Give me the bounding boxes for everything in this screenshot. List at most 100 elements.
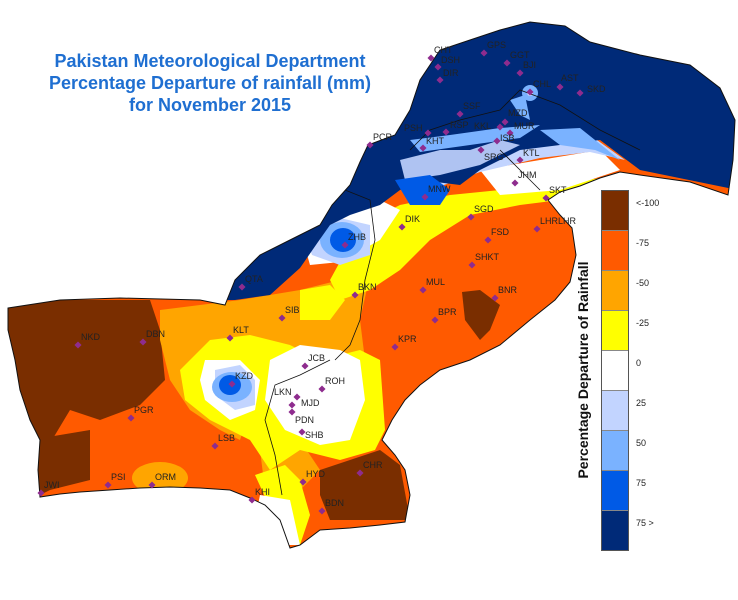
station-marker (398, 223, 406, 231)
station-marker (480, 49, 488, 57)
station-marker (496, 123, 504, 131)
station-marker (493, 137, 501, 145)
station-label: DBN (146, 329, 165, 339)
province-border (264, 189, 376, 496)
legend-swatch (602, 511, 628, 550)
station-marker (542, 194, 550, 202)
station-marker (288, 401, 296, 409)
legend-label: -75 (636, 238, 650, 248)
station-marker (501, 118, 509, 126)
station-label: HYD (306, 469, 326, 479)
station-label: PCR (373, 132, 393, 142)
station-label: CHT (434, 45, 453, 55)
legend-label: -50 (636, 278, 650, 288)
station-marker (238, 283, 246, 291)
station-marker (356, 469, 364, 477)
station-label: KTL (523, 148, 540, 158)
station-label: JWI (44, 480, 60, 490)
station-label: ROH (325, 376, 345, 386)
station-marker (424, 129, 432, 137)
station-marker (104, 481, 112, 489)
station-label: ORM (155, 472, 176, 482)
station-marker (74, 341, 82, 349)
station-label: AST (561, 73, 579, 83)
station-marker (301, 362, 309, 370)
legend-swatch (602, 311, 628, 351)
station-marker (341, 241, 349, 249)
legend-label: 75 > (636, 518, 654, 528)
station-label: SHB (305, 430, 324, 440)
legend-swatch (602, 431, 628, 471)
station-label: SGD (474, 204, 494, 214)
station-label: RSP (450, 120, 469, 130)
station-label: PSI (111, 472, 126, 482)
station-marker (556, 83, 564, 91)
station-label: BNR (498, 285, 518, 295)
station-label: MZD (508, 108, 528, 118)
station-label: ISB (500, 133, 515, 143)
legend-label: 0 (636, 358, 642, 368)
legend-colorbar (601, 190, 629, 551)
station-marker (228, 380, 236, 388)
station-label: MNW (428, 184, 451, 194)
station-label: BPR (438, 307, 457, 317)
legend-swatch (602, 271, 628, 311)
station-label: CHL (533, 79, 551, 89)
station-marker (442, 128, 450, 136)
station-label: MJD (301, 398, 320, 408)
legend-swatch (602, 471, 628, 511)
legend-label: 75 (636, 478, 647, 488)
station-marker (127, 414, 135, 422)
station-label: GPS (487, 40, 506, 50)
station-label: LSB (218, 433, 235, 443)
station-marker (366, 141, 374, 149)
station-label: FSD (491, 227, 510, 237)
station-label: NKD (81, 332, 101, 342)
station-label: PSH (404, 123, 423, 133)
station-marker (467, 213, 475, 221)
station-label: MUL (426, 277, 445, 287)
station-label: BDN (325, 498, 344, 508)
map-title: Pakistan Meteorological Department Perce… (20, 50, 400, 116)
station-label: PGR (134, 405, 154, 415)
province-border-north (409, 89, 641, 191)
station-label: DIR (443, 68, 459, 78)
station-label: GGT (510, 50, 530, 60)
station-label: DSH (441, 55, 460, 65)
legend-label: <-100 (636, 198, 660, 208)
station-label: KHT (426, 136, 445, 146)
station-label: KPR (398, 334, 417, 344)
legend-swatch (602, 391, 628, 431)
station-marker (503, 59, 511, 67)
station-label: SKD (587, 84, 606, 94)
station-label: DIK (405, 214, 420, 224)
station-marker (533, 225, 541, 233)
station-marker (516, 69, 524, 77)
station-label: QTA (245, 274, 263, 284)
legend-swatch (602, 231, 628, 271)
station-marker (226, 334, 234, 342)
station-marker (468, 261, 476, 269)
station-label: SSF (463, 101, 481, 111)
station-label: CHR (363, 460, 383, 470)
legend-swatch (602, 191, 628, 231)
station-label: BJI (523, 60, 536, 70)
station-label: PDN (295, 415, 314, 425)
station-marker (511, 179, 519, 187)
station-marker (576, 89, 584, 97)
station-marker (419, 144, 427, 152)
station-label: BKN (358, 282, 377, 292)
station-label: KZD (235, 371, 254, 381)
station-marker (456, 110, 464, 118)
station-marker (526, 88, 534, 96)
legend-title: Percentage Departure of Rainfall (575, 261, 591, 479)
station-label: JCB (308, 353, 325, 363)
station-label: MUR (514, 121, 535, 131)
station-marker (419, 286, 427, 294)
station-marker (298, 428, 306, 436)
station-marker (516, 156, 524, 164)
station-label: KHI (255, 487, 270, 497)
station-marker (351, 291, 359, 299)
